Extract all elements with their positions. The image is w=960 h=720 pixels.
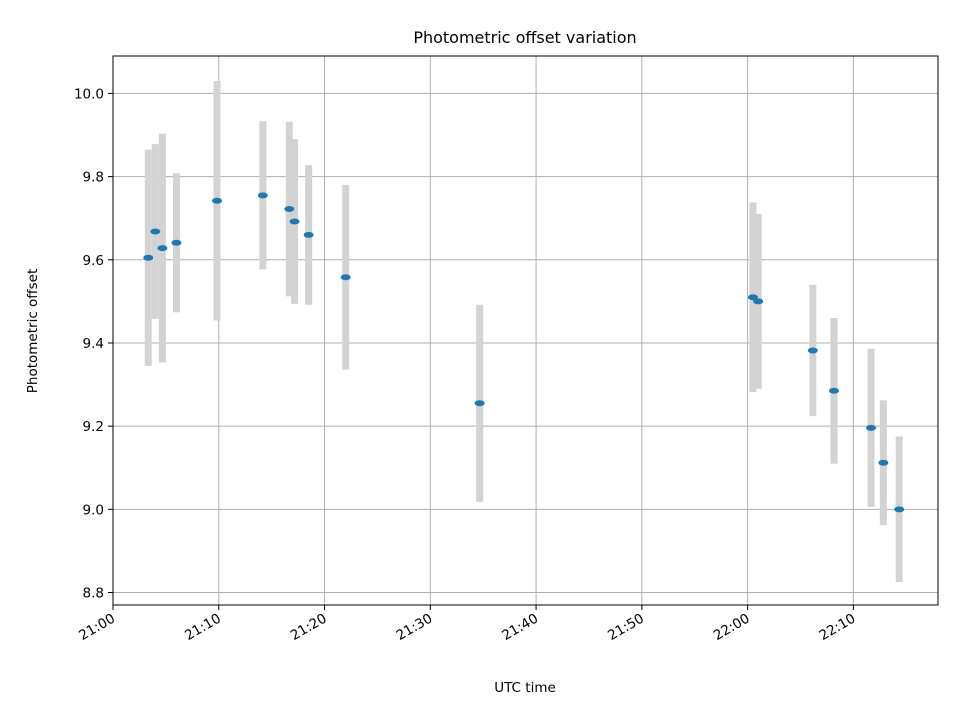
- data-points: [143, 192, 905, 513]
- data-point: [289, 218, 300, 225]
- data-point: [753, 298, 764, 305]
- x-tick-label: 21:10: [182, 611, 224, 644]
- x-tick-label: 21:40: [499, 611, 541, 644]
- data-point: [866, 424, 877, 431]
- data-point: [157, 245, 168, 252]
- y-tick-label: 9.4: [83, 336, 104, 352]
- data-point: [807, 347, 818, 354]
- data-point: [878, 459, 889, 466]
- y-axis-label: Photometric offset: [25, 269, 41, 393]
- data-point: [303, 231, 314, 238]
- data-point: [171, 239, 182, 246]
- chart-title: Photometric offset variation: [413, 28, 636, 47]
- data-point: [474, 400, 485, 407]
- axis-ticks: 21:00 21:10 21:20 21:30 21:40 21:50 22:00 22:10…: [74, 86, 858, 643]
- y-tick-label: 9.2: [83, 419, 104, 435]
- x-tick-label: 22:00: [711, 611, 753, 644]
- data-point: [747, 294, 758, 301]
- data-point: [143, 254, 154, 261]
- x-tick-label: 21:50: [605, 611, 647, 644]
- data-point: [340, 274, 351, 281]
- error-bars: [144, 80, 903, 583]
- data-point: [894, 506, 905, 513]
- y-tick-label: 9.6: [83, 253, 104, 269]
- data-point: [212, 197, 223, 204]
- x-tick-label: 21:20: [288, 611, 330, 644]
- data-point: [150, 228, 161, 235]
- data-point: [284, 206, 295, 213]
- y-tick-label: 10.0: [74, 86, 104, 102]
- x-tick-label: 21:00: [76, 611, 118, 644]
- grid-lines: [112, 56, 938, 605]
- data-point: [828, 387, 839, 394]
- y-tick-label: 8.8: [83, 586, 104, 602]
- plot-frame: [112, 55, 939, 606]
- x-tick-label: 22:10: [817, 611, 859, 644]
- y-tick-label: 9.8: [83, 170, 104, 186]
- y-tick-label: 9.0: [83, 502, 104, 518]
- data-point: [257, 192, 268, 199]
- x-axis-label: UTC time: [494, 680, 556, 696]
- x-tick-label: 21:30: [394, 611, 436, 644]
